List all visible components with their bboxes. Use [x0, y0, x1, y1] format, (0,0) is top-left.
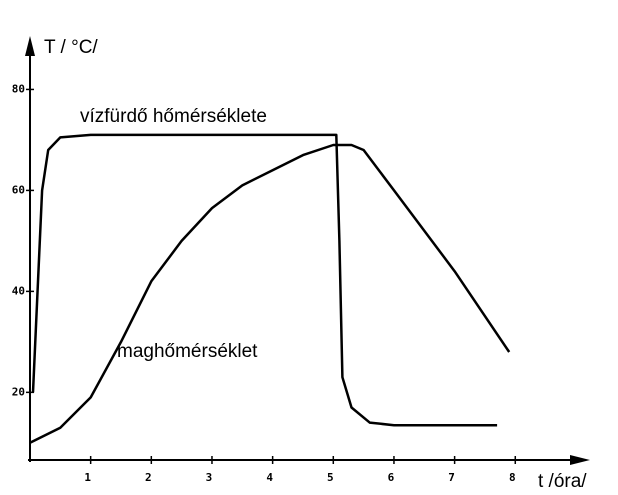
x-arrow: [570, 455, 590, 465]
x-axis-label: t /óra/: [538, 471, 587, 492]
y-tick-label: 40: [12, 284, 25, 297]
annotation: vízfürdő hőmérséklete: [80, 106, 267, 127]
x-tick-label: 5: [327, 471, 334, 484]
y-tick-label: 80: [12, 82, 25, 95]
x-tick-label: 1: [84, 471, 91, 484]
line: [31, 133, 498, 427]
y-axis-label: T / °C/: [44, 37, 98, 58]
annotation: maghőmérséklet: [117, 341, 258, 362]
x-tick-label: 4: [266, 471, 273, 484]
x-tick-label: 3: [206, 471, 213, 484]
line: [29, 143, 511, 444]
x-tick-label: 6: [388, 471, 395, 484]
y-tick-label: 60: [12, 183, 25, 196]
x-tick-label: 8: [509, 471, 516, 484]
x-tick-label: 7: [448, 471, 455, 484]
y-arrow: [25, 36, 35, 56]
x-tick-label: 2: [145, 471, 152, 484]
y-tick-label: 20: [12, 385, 25, 398]
